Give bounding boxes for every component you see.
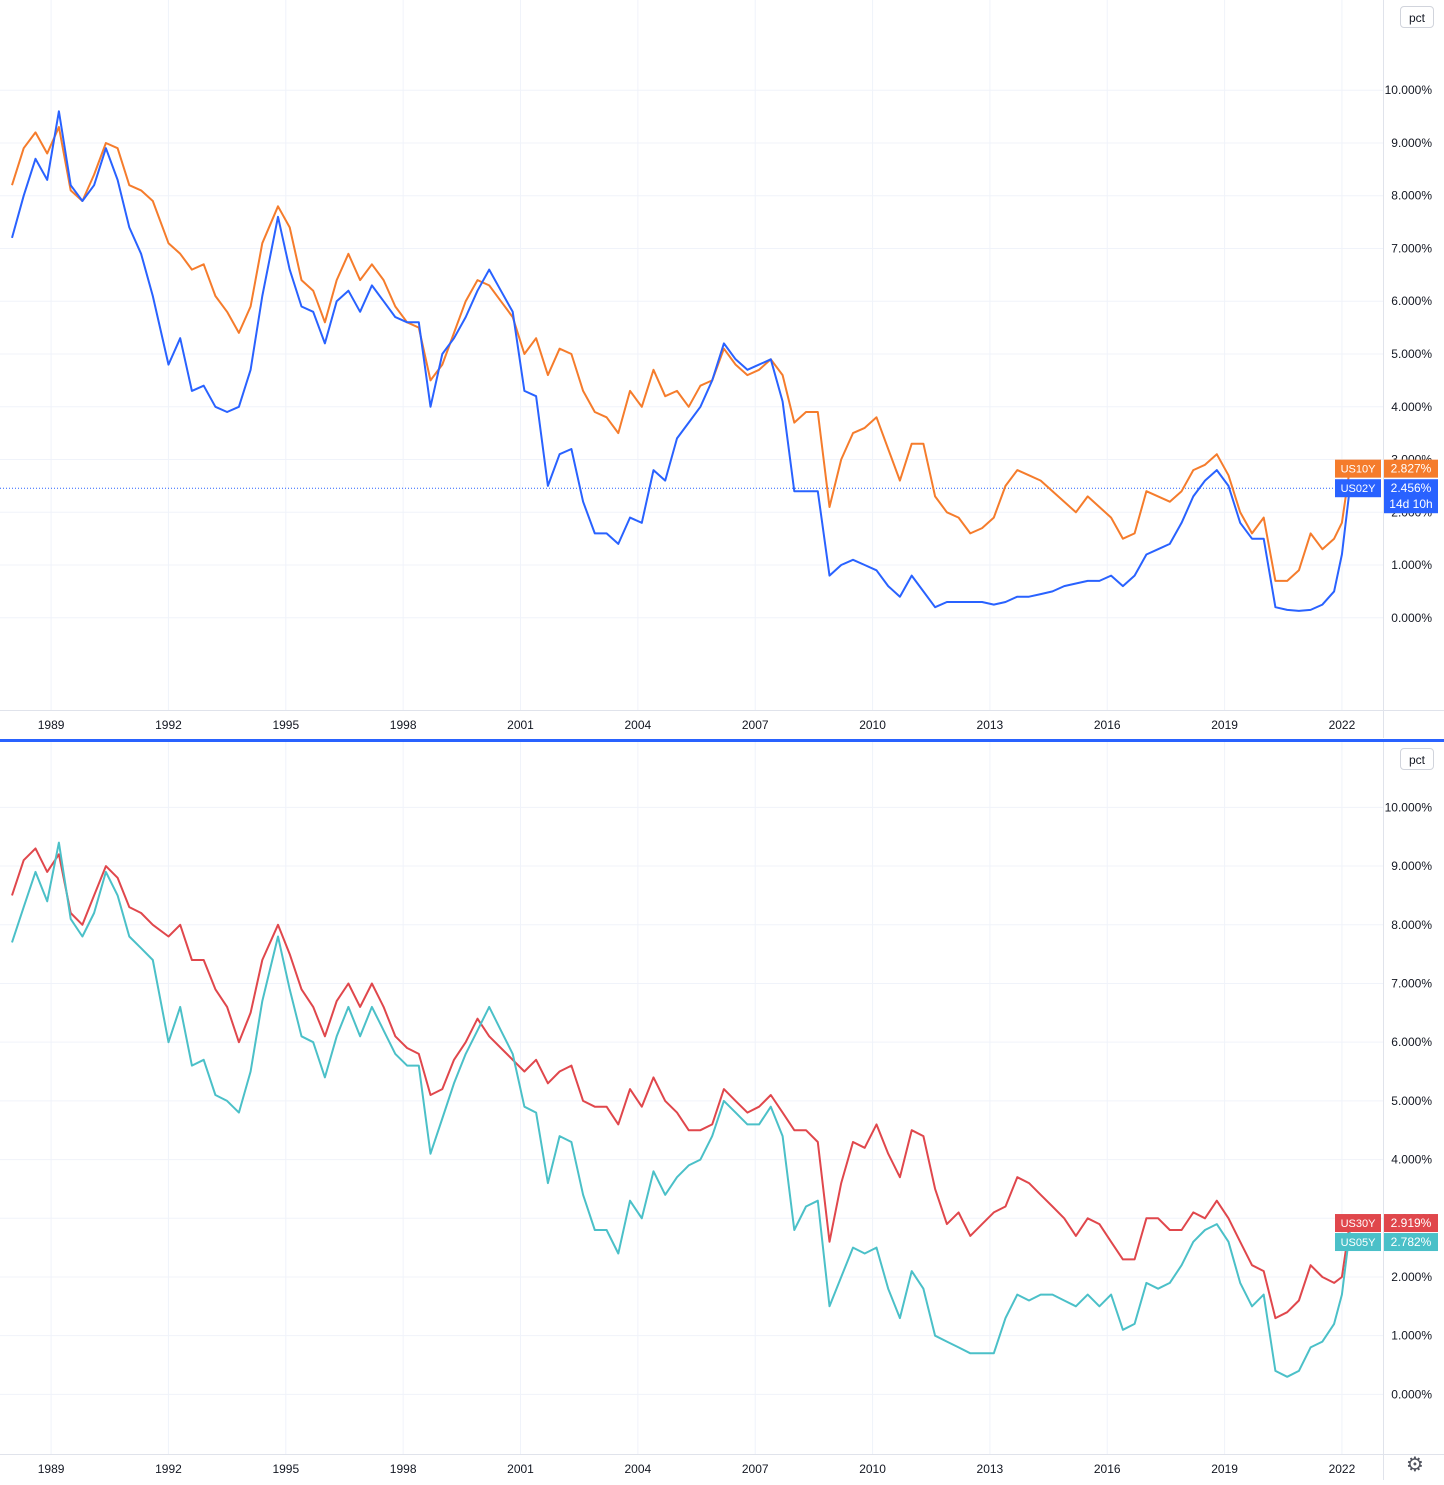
series-line-us05y[interactable] xyxy=(11,841,1351,1378)
x-tick-label: 1992 xyxy=(155,718,182,732)
x-tick-label: 1998 xyxy=(390,1462,417,1476)
countdown-label: 14d 10h xyxy=(1389,497,1432,511)
x-tick-label: 2004 xyxy=(624,1462,651,1476)
x-tick-label: 2010 xyxy=(859,1462,886,1476)
series-value-label: 2.919% xyxy=(1391,1216,1432,1230)
y-tick-label: 8.000% xyxy=(1391,918,1432,932)
x-tick-label: 2022 xyxy=(1329,718,1356,732)
top-chart[interactable]: 0.000%1.000%2.000%3.000%4.000%5.000%6.00… xyxy=(0,0,1444,738)
y-tick-label: 1.000% xyxy=(1391,1329,1432,1343)
x-tick-label: 1989 xyxy=(38,718,65,732)
price-badge-us05y: US05Y 2.782% xyxy=(1335,1233,1438,1252)
series-value-tag xyxy=(1384,1214,1438,1233)
y-tick-label: 7.000% xyxy=(1391,241,1432,255)
series-value-tag xyxy=(1384,1233,1438,1252)
y-tick-label: 9.000% xyxy=(1391,859,1432,873)
y-tick-label: 2.000% xyxy=(1391,1270,1432,1284)
x-tick-label: 1998 xyxy=(390,718,417,732)
bottom-chart-pane[interactable]: 0.000%1.000%2.000%3.000%4.000%5.000%6.00… xyxy=(0,742,1444,1480)
x-tick-label: 2016 xyxy=(1094,1462,1121,1476)
series-name-label: US10Y xyxy=(1341,464,1377,476)
x-tick-label: 1995 xyxy=(272,718,299,732)
x-tick-label: 2019 xyxy=(1211,1462,1238,1476)
x-tick-label: 2019 xyxy=(1211,718,1238,732)
series-value-label: 2.782% xyxy=(1391,1235,1432,1249)
price-badge-us02y: US02Y 2.456% 14d 10h xyxy=(1335,479,1438,514)
y-tick-label: 10.000% xyxy=(1385,800,1433,814)
series-value-label: 2.827% xyxy=(1391,462,1432,476)
x-tick-label: 2001 xyxy=(507,1462,534,1476)
y-tick-label: 4.000% xyxy=(1391,1153,1432,1167)
series-name-tag xyxy=(1335,1214,1381,1233)
price-badge-us30y: US30Y 2.919% xyxy=(1335,1214,1438,1233)
series-value-tag xyxy=(1384,479,1438,514)
series-name-tag xyxy=(1335,1233,1381,1252)
series-value-tag xyxy=(1384,459,1438,478)
series-name-label: US30Y xyxy=(1341,1218,1377,1230)
x-tick-label: 2001 xyxy=(507,718,534,732)
y-tick-label: 1.000% xyxy=(1391,558,1432,572)
x-tick-label: 2004 xyxy=(624,718,651,732)
y-tick-label: 6.000% xyxy=(1391,294,1432,308)
x-tick-label: 2016 xyxy=(1094,718,1121,732)
y-tick-label: 0.000% xyxy=(1391,1387,1432,1401)
x-tick-label: 2007 xyxy=(742,1462,769,1476)
y-tick-label: 5.000% xyxy=(1391,347,1432,361)
price-badge-us10y: US10Y 2.827% xyxy=(1335,459,1438,478)
x-tick-label: 2007 xyxy=(742,718,769,732)
x-tick-label: 1995 xyxy=(272,1462,299,1476)
x-tick-label: 2013 xyxy=(977,1462,1004,1476)
series-line-us02y[interactable] xyxy=(11,110,1351,612)
series-name-label: US02Y xyxy=(1341,483,1377,495)
x-tick-label: 2010 xyxy=(859,718,886,732)
series-line-us30y[interactable] xyxy=(11,847,1351,1320)
y-tick-label: 5.000% xyxy=(1391,1094,1432,1108)
x-tick-label: 1992 xyxy=(155,1462,182,1476)
series-line-us10y[interactable] xyxy=(11,126,1351,582)
pane-divider[interactable] xyxy=(0,739,1444,742)
gear-icon[interactable]: ⚙ xyxy=(1406,1454,1424,1476)
series-value-label: 2.456% xyxy=(1391,481,1432,495)
x-tick-label: 1989 xyxy=(38,1462,65,1476)
y-tick-label: 10.000% xyxy=(1385,83,1433,97)
y-tick-label: 4.000% xyxy=(1391,400,1432,414)
y-tick-label: 0.000% xyxy=(1391,611,1432,625)
series-name-tag xyxy=(1335,459,1381,478)
x-tick-label: 2013 xyxy=(977,718,1004,732)
unit-label-button[interactable]: pct xyxy=(1400,6,1434,28)
y-tick-label: 9.000% xyxy=(1391,136,1432,150)
y-tick-label: 7.000% xyxy=(1391,976,1432,990)
unit-label-button[interactable]: pct xyxy=(1400,748,1434,770)
top-chart-pane[interactable]: 0.000%1.000%2.000%3.000%4.000%5.000%6.00… xyxy=(0,0,1444,738)
bottom-chart[interactable]: 0.000%1.000%2.000%3.000%4.000%5.000%6.00… xyxy=(0,742,1444,1480)
grid xyxy=(0,742,1383,1454)
y-tick-label: 6.000% xyxy=(1391,1035,1432,1049)
series-name-label: US05Y xyxy=(1341,1237,1377,1249)
x-tick-label: 2022 xyxy=(1329,1462,1356,1476)
series-name-tag xyxy=(1335,479,1381,498)
grid xyxy=(0,0,1383,710)
y-tick-label: 8.000% xyxy=(1391,189,1432,203)
